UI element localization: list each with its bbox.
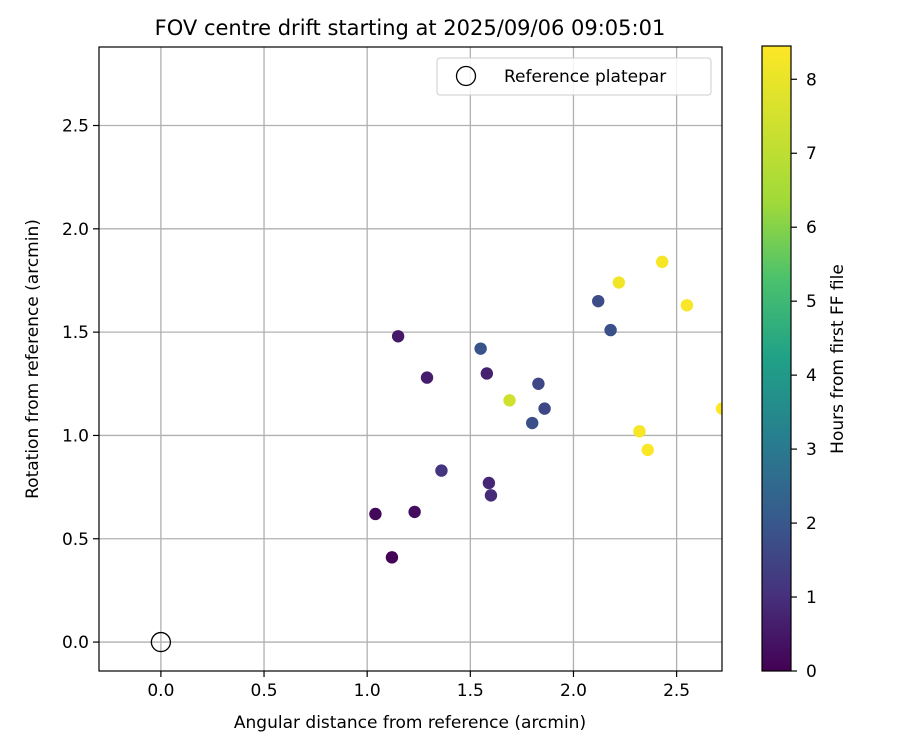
legend-reference-label: Reference platepar xyxy=(504,67,666,87)
data-point xyxy=(391,330,405,343)
colorbar-tick-label: 6 xyxy=(806,218,817,238)
colorbar-tick-label: 5 xyxy=(806,292,817,312)
data-point xyxy=(715,402,722,415)
grid-lines xyxy=(99,47,722,671)
colorbar-tick-label: 4 xyxy=(806,366,817,386)
data-point xyxy=(474,342,487,355)
data-point xyxy=(612,276,626,289)
x-axis-ticks: 0.0 0.5 1.0 1.5 2.0 2.5 xyxy=(147,671,690,701)
colorbar-ticks: 0 1 2 3 4 5 6 7 8 xyxy=(791,70,817,682)
data-point xyxy=(680,299,694,312)
data-point xyxy=(532,377,545,390)
data-point xyxy=(385,551,399,564)
data-point xyxy=(604,323,617,337)
legend-box xyxy=(436,57,712,96)
data-point xyxy=(641,443,654,457)
x-tick-label: 2.0 xyxy=(560,681,587,701)
colorbar-tick-label: 2 xyxy=(806,514,817,534)
colorbar-tick-label: 8 xyxy=(806,70,817,90)
colorbar-gradient xyxy=(761,45,792,672)
data-point xyxy=(420,371,434,384)
y-tick-label: 1.5 xyxy=(62,323,89,343)
legend: Reference platepar xyxy=(436,57,712,96)
data-point xyxy=(655,255,669,269)
colorbar-tick-label: 0 xyxy=(806,662,817,682)
y-tick-label: 0.0 xyxy=(62,633,89,653)
x-tick-label: 1.0 xyxy=(354,681,381,701)
y-tick-label: 2.5 xyxy=(62,117,89,137)
x-tick-label: 0.5 xyxy=(251,681,278,701)
data-point xyxy=(592,294,605,308)
reference-marker-group xyxy=(150,631,172,653)
data-point xyxy=(538,402,551,415)
data-point xyxy=(480,367,494,380)
legend-reference-marker xyxy=(455,65,477,87)
colorbar: 0 1 2 3 4 5 6 7 8 Hours from first FF file xyxy=(761,45,848,682)
reference-platepar-marker xyxy=(150,631,172,653)
colorbar-label: Hours from first FF file xyxy=(828,264,848,454)
plot-frame xyxy=(98,46,723,672)
y-tick-label: 0.5 xyxy=(62,530,89,550)
colorbar-tick-label: 7 xyxy=(806,144,817,164)
data-point xyxy=(526,416,539,430)
colorbar-tick-label: 3 xyxy=(806,440,817,460)
data-point xyxy=(482,476,496,490)
data-point xyxy=(484,489,498,502)
colorbar-tick-label: 1 xyxy=(806,588,817,608)
data-point xyxy=(435,464,448,477)
data-point xyxy=(633,425,646,438)
x-axis-label: Angular distance from reference (arcmin) xyxy=(234,713,586,733)
y-axis-ticks: 0.0 0.5 1.0 1.5 2.0 2.5 xyxy=(62,117,99,653)
data-point xyxy=(369,507,382,521)
x-tick-label: 1.5 xyxy=(457,681,484,701)
data-points xyxy=(369,255,722,564)
chart-title: FOV centre drift starting at 2025/09/06 … xyxy=(155,16,666,40)
data-point xyxy=(408,505,421,519)
x-tick-label: 0.0 xyxy=(147,681,174,701)
data-point xyxy=(503,394,516,407)
y-tick-label: 2.0 xyxy=(62,220,89,240)
y-axis-label: Rotation from reference (arcmin) xyxy=(23,219,43,499)
y-tick-label: 1.0 xyxy=(62,426,89,446)
x-tick-label: 2.5 xyxy=(663,681,690,701)
